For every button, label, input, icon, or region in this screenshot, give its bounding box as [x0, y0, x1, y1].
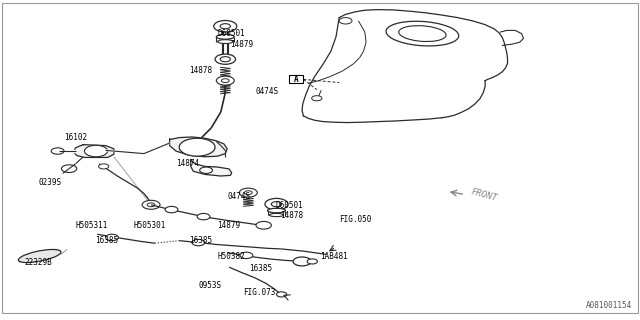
Bar: [289, 75, 303, 83]
Text: FIG.050: FIG.050: [339, 215, 372, 224]
Polygon shape: [74, 145, 114, 157]
Text: 0474S: 0474S: [256, 87, 279, 96]
Circle shape: [51, 148, 64, 154]
Circle shape: [220, 24, 230, 29]
Polygon shape: [170, 137, 227, 157]
Text: FIG.073: FIG.073: [243, 288, 276, 297]
Text: D60501: D60501: [275, 201, 303, 210]
Ellipse shape: [216, 35, 234, 39]
Circle shape: [307, 259, 317, 264]
Circle shape: [216, 76, 234, 85]
Text: 16385: 16385: [189, 236, 212, 245]
Ellipse shape: [218, 40, 233, 44]
Circle shape: [106, 234, 118, 241]
Circle shape: [197, 213, 210, 220]
Circle shape: [239, 188, 257, 197]
Circle shape: [265, 198, 288, 210]
Circle shape: [293, 257, 311, 266]
Circle shape: [192, 239, 205, 246]
Text: FRONT: FRONT: [470, 188, 499, 203]
Circle shape: [214, 20, 237, 32]
Circle shape: [215, 54, 236, 64]
Text: 0474S: 0474S: [227, 192, 250, 201]
Ellipse shape: [269, 213, 284, 217]
Text: 14879: 14879: [218, 221, 241, 230]
Circle shape: [244, 191, 252, 195]
Text: 14878: 14878: [280, 212, 303, 220]
Text: 16102: 16102: [64, 133, 87, 142]
Text: 1AB481: 1AB481: [320, 252, 348, 261]
Circle shape: [147, 203, 155, 207]
Text: 14879: 14879: [230, 40, 253, 49]
Circle shape: [339, 18, 352, 24]
Text: A081001154: A081001154: [586, 301, 632, 310]
Circle shape: [84, 145, 108, 157]
Circle shape: [256, 221, 271, 229]
Text: H50382: H50382: [218, 252, 245, 261]
Text: H505311: H505311: [76, 221, 108, 230]
Text: A: A: [294, 75, 299, 84]
Text: H505301: H505301: [133, 221, 166, 230]
Text: 16385: 16385: [95, 236, 118, 245]
Text: 14878: 14878: [189, 66, 212, 75]
Text: 14874: 14874: [176, 159, 199, 168]
Ellipse shape: [268, 208, 285, 213]
Circle shape: [312, 96, 322, 101]
Circle shape: [276, 292, 287, 297]
Ellipse shape: [19, 250, 61, 262]
Text: D60501: D60501: [218, 29, 245, 38]
Text: 0239S: 0239S: [38, 178, 61, 187]
Text: 16385: 16385: [250, 264, 273, 273]
Circle shape: [179, 138, 215, 156]
Circle shape: [200, 167, 212, 173]
Circle shape: [220, 57, 230, 62]
Text: 22329B: 22329B: [24, 258, 52, 267]
Circle shape: [99, 164, 109, 169]
Circle shape: [165, 206, 178, 213]
Circle shape: [142, 200, 160, 209]
Circle shape: [271, 202, 282, 207]
Text: 0953S: 0953S: [198, 281, 221, 290]
Circle shape: [240, 252, 253, 259]
Circle shape: [61, 165, 77, 172]
Polygon shape: [191, 160, 232, 176]
Circle shape: [221, 79, 229, 83]
